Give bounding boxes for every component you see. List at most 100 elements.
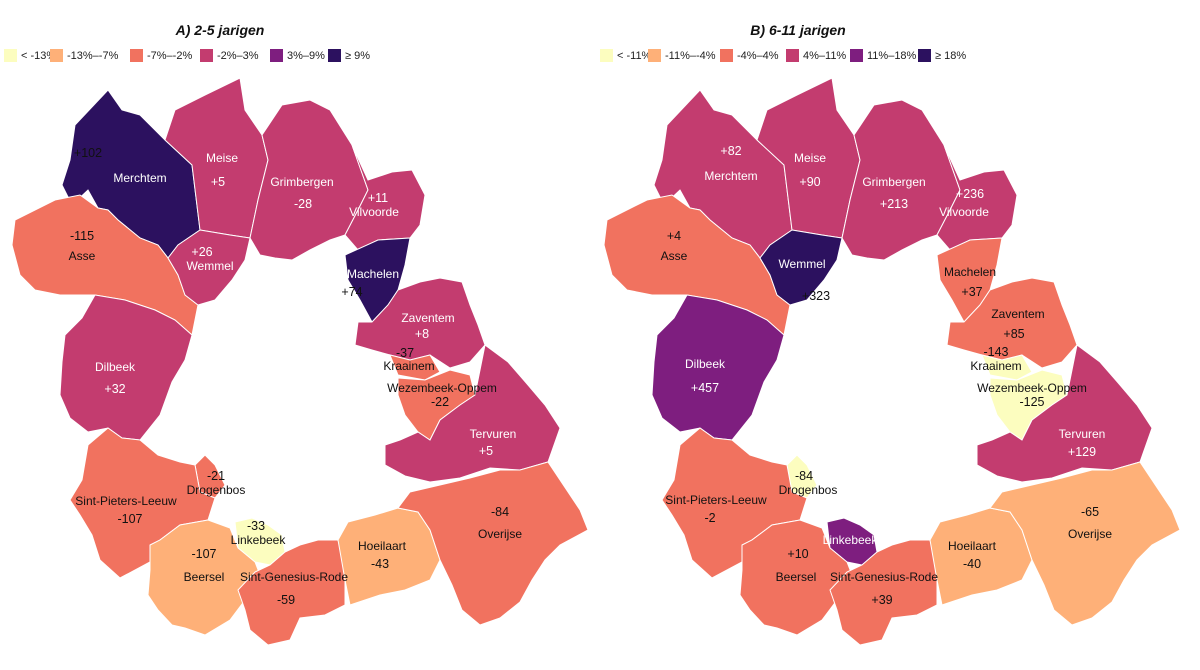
region-value-linkebeek: -33	[247, 519, 265, 533]
legend-item: ≥ 9%	[328, 49, 370, 62]
region-tervuren	[976, 344, 1153, 483]
region-overijse	[989, 461, 1181, 626]
region-name-dilbeek: Dilbeek	[95, 360, 136, 374]
legend-item: -13%–-7%	[50, 49, 119, 62]
region-name-sint-genesius-rode: Sint-Genesius-Rode	[240, 570, 348, 584]
legend-label: -2%–3%	[217, 50, 259, 62]
legend-swatch	[786, 49, 799, 62]
region-value-dilbeek: +457	[691, 381, 719, 395]
region-value-linkebeek: +47	[845, 509, 866, 523]
region-value-kraainem: -143	[983, 345, 1008, 359]
region-name-meise: Meise	[794, 151, 826, 165]
region-value-zaventem: +8	[415, 327, 429, 341]
map-regions	[11, 77, 589, 646]
region-value-meise: +90	[799, 175, 820, 189]
legend-swatch	[328, 49, 341, 62]
region-value-machelen: +37	[961, 285, 982, 299]
legend-label: -7%–-2%	[147, 50, 192, 62]
legend-swatch	[918, 49, 931, 62]
region-name-wezembeek-oppem: Wezembeek-Oppem	[387, 381, 497, 395]
region-value-hoeilaart: -43	[371, 557, 389, 571]
region-value-grimbergen: +213	[880, 197, 908, 211]
legend-label: ≥ 9%	[345, 50, 370, 62]
region-value-vilvoorde: +236	[956, 187, 984, 201]
legend-item: < -13%	[4, 49, 56, 62]
legend-label: -4%–4%	[737, 50, 779, 62]
region-value-wemmel: +26	[191, 245, 212, 259]
map-labels: Merchtem +102 Meise +5 Grimbergen -28 Vilvoord…	[69, 146, 523, 607]
region-zaventem	[946, 277, 1078, 369]
region-name-grimbergen: Grimbergen	[862, 175, 925, 189]
region-name-vilvoorde: Vilvoorde	[349, 205, 399, 219]
region-name-kraainem: Kraainem	[383, 359, 434, 373]
region-value-asse: -115	[70, 229, 94, 243]
region-name-tervuren: Tervuren	[1059, 427, 1106, 441]
region-name-asse: Asse	[69, 249, 96, 263]
region-name-overijse: Overijse	[1068, 527, 1112, 541]
legend-label: ≥ 18%	[935, 50, 966, 62]
legend-label: 11%–18%	[867, 50, 917, 62]
region-dilbeek	[651, 294, 785, 441]
region-name-sint-genesius-rode: Sint-Genesius-Rode	[830, 570, 938, 584]
region-name-zaventem: Zaventem	[991, 307, 1044, 321]
region-name-wezembeek-oppem: Wezembeek-Oppem	[977, 381, 1087, 395]
region-name-drogenbos: Drogenbos	[187, 483, 246, 497]
legend-item: -7%–-2%	[130, 49, 192, 62]
region-value-sint-pieters-leeuw: -107	[117, 512, 142, 526]
region-name-linkebeek: Linkebeek	[823, 533, 879, 547]
region-sint-genesius-rode	[829, 539, 938, 646]
region-value-sint-genesius-rode: +39	[871, 593, 892, 607]
region-value-wemmel: +323	[802, 289, 830, 303]
region-name-meise: Meise	[206, 151, 238, 165]
region-name-machelen: Machelen	[944, 265, 996, 279]
region-value-machelen: +74	[341, 285, 362, 299]
region-name-vilvoorde: Vilvoorde	[939, 205, 989, 219]
region-value-drogenbos: -84	[795, 469, 813, 483]
region-name-machelen: Machelen	[347, 267, 399, 281]
region-name-linkebeek: Linkebeek	[231, 533, 287, 547]
region-dilbeek	[59, 294, 193, 441]
region-value-meise: +5	[211, 175, 225, 189]
region-name-beersel: Beersel	[184, 570, 225, 584]
region-value-dilbeek: +32	[104, 382, 125, 396]
legend-label: -13%–-7%	[67, 50, 119, 62]
legend-swatch	[720, 49, 733, 62]
legend-item: < -11%	[600, 49, 652, 62]
region-value-beersel: -107	[191, 547, 216, 561]
legend-item: -2%–3%	[200, 49, 259, 62]
region-value-sint-genesius-rode: -59	[277, 593, 295, 607]
region-value-merchtem: +102	[74, 146, 102, 160]
region-value-grimbergen: -28	[294, 197, 312, 211]
legend-label: 3%–9%	[287, 50, 325, 62]
region-name-merchtem: Merchtem	[704, 169, 757, 183]
region-name-overijse: Overijse	[478, 527, 522, 541]
region-name-dilbeek: Dilbeek	[685, 357, 726, 371]
region-name-merchtem: Merchtem	[113, 171, 166, 185]
legend-label: 4%–11%	[803, 50, 846, 62]
legend-swatch	[200, 49, 213, 62]
region-value-kraainem: -37	[396, 346, 414, 360]
legend-item: 3%–9%	[270, 49, 325, 62]
legend-swatch	[50, 49, 63, 62]
region-name-wemmel: Wemmel	[778, 257, 825, 271]
legend-item: ≥ 18%	[918, 49, 966, 62]
region-grimbergen	[249, 99, 369, 261]
region-value-beersel: +10	[787, 547, 808, 561]
legend-swatch	[648, 49, 661, 62]
legend-item: -11%–-4%	[648, 49, 716, 62]
legend-item: 11%–18%	[850, 49, 917, 62]
region-value-overijse: -84	[491, 505, 509, 519]
region-value-wezembeek-oppem: -125	[1019, 395, 1044, 409]
region-name-sint-pieters-leeuw: Sint-Pieters-Leeuw	[665, 493, 767, 507]
panel-a-2-5-jarigen: A) 2-5 jarigen < -13% -13%–-7% -7%–-2% -2%–3…	[4, 22, 589, 646]
region-name-sint-pieters-leeuw: Sint-Pieters-Leeuw	[75, 494, 177, 508]
legend-label: -11%–-4%	[665, 50, 716, 62]
region-kraainem	[981, 354, 1033, 381]
region-name-grimbergen: Grimbergen	[270, 175, 333, 189]
region-name-zaventem: Zaventem	[401, 311, 454, 325]
region-kraainem	[389, 354, 441, 381]
region-value-vilvoorde: +11	[368, 191, 388, 205]
region-name-hoeilaart: Hoeilaart	[358, 539, 407, 553]
legend-swatch	[850, 49, 863, 62]
